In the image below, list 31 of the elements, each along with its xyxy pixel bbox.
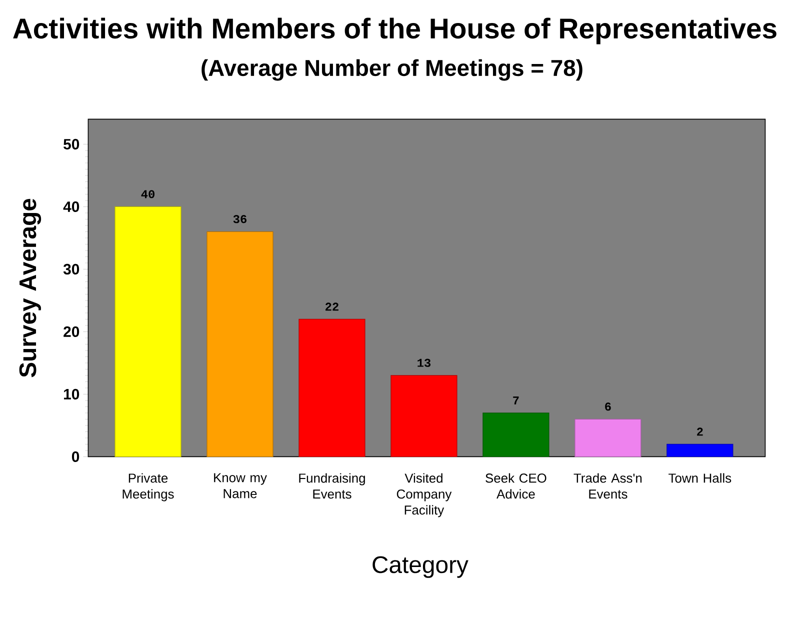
x-axis-title: Category [372,556,468,578]
data-label: 36 [233,215,246,224]
bar [482,412,550,457]
data-label: 13 [418,358,431,367]
y-tick-label: 10 [64,388,80,400]
data-label: 6 [605,402,611,411]
data-label: 40 [141,190,154,198]
x-tick-label: Town Halls [668,473,732,483]
bar [206,231,274,457]
y-tick-label: 40 [63,201,80,212]
bar [298,318,366,457]
x-tick-label: Private Meetings [122,473,174,502]
bar [114,206,182,457]
x-tick-label: Trade Ass'n Events [574,473,642,499]
y-tick-label: 50 [64,138,80,150]
x-tick-label: Visited Company Facility [396,473,452,518]
y-axis-title: Survey Average [19,198,42,378]
x-tick-label: Seek CEO Advice [486,473,546,499]
bar [574,418,642,457]
data-label: 7 [513,396,519,404]
chart-subtitle: (Average Number of Meetings = 78) [202,59,582,81]
data-label: 22 [326,302,338,311]
y-tick-label: 30 [63,264,80,275]
y-tick-label: 0 [72,451,80,462]
data-label: 2 [697,428,703,436]
chart-title: Activities with Members of the House of Representatives [13,18,776,44]
bar [390,375,458,457]
x-tick-label: Fundraising Events [299,473,365,499]
bar [666,444,734,457]
y-tick-label: 20 [64,326,80,337]
x-tick-label: Know my Name [214,473,267,498]
